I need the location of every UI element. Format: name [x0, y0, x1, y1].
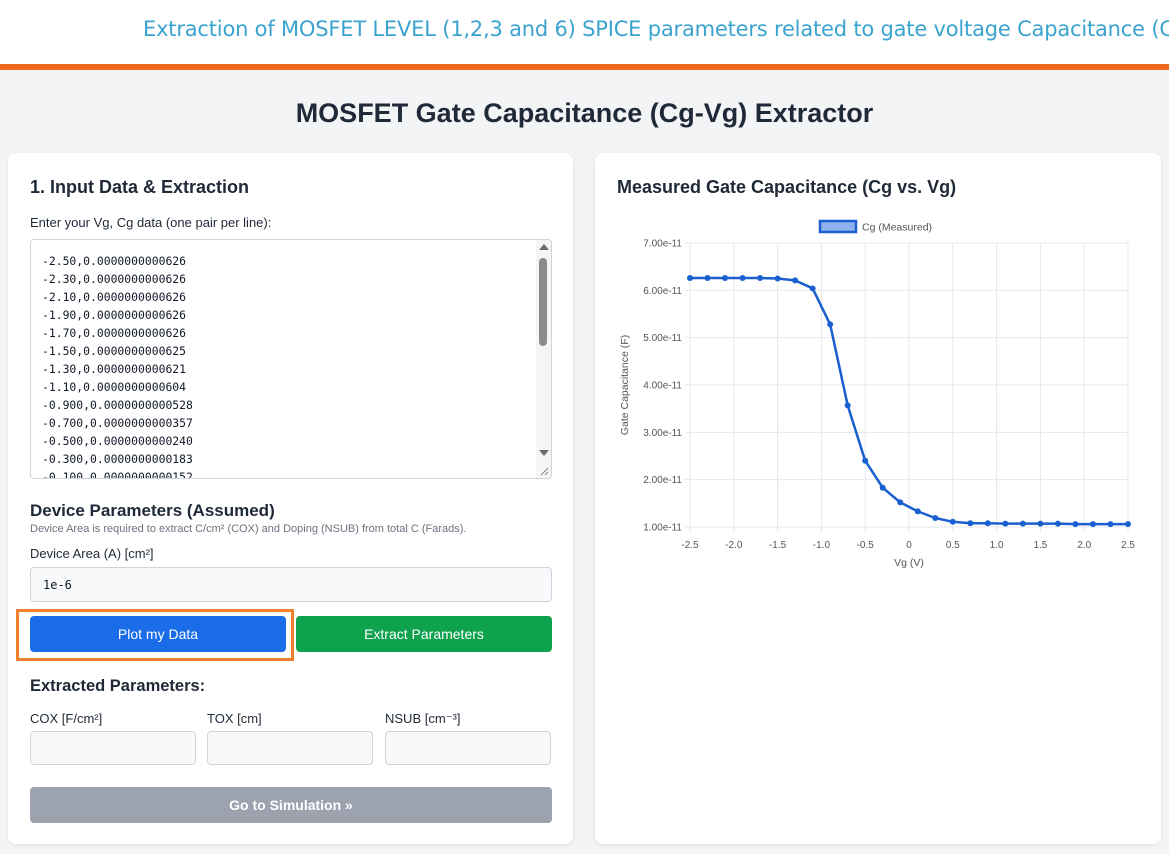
banner-title: Extraction of MOSFET LEVEL (1,2,3 and 6)… — [143, 17, 1169, 41]
data-line: -0.500,0.0000000000240 — [42, 434, 193, 448]
cox-output-field[interactable] — [30, 731, 196, 765]
data-point — [862, 457, 869, 464]
data-point — [1037, 520, 1044, 527]
input-panel: 1. Input Data & Extraction Enter your Vg… — [8, 153, 573, 844]
data-point — [1089, 521, 1096, 528]
x-tick-label: 1.5 — [1033, 540, 1047, 551]
device-params-title: Device Parameters (Assumed) — [30, 501, 275, 520]
data-line: -1.50,0.0000000000625 — [42, 344, 187, 358]
y-axis-label: Gate Capacitance (F) — [619, 335, 631, 435]
data-point — [1072, 521, 1079, 528]
data-line: -0.100,0.0000000000152 — [42, 470, 193, 479]
plot-data-button[interactable]: Plot my Data — [30, 616, 286, 652]
y-tick-label: 2.00e-11 — [643, 475, 682, 486]
data-line: -0.900,0.0000000000528 — [42, 398, 193, 412]
cox-label: COX [F/cm²] — [30, 711, 103, 726]
data-point — [739, 275, 746, 282]
data-point — [1125, 521, 1131, 528]
x-tick-label: 0.5 — [946, 540, 960, 551]
data-point — [844, 402, 851, 409]
x-tick-label: 0 — [906, 540, 912, 551]
area-label: Device Area (A) [cm²] — [30, 546, 154, 561]
x-tick-label: -1.5 — [769, 540, 787, 551]
data-line: -1.30,0.0000000000621 — [42, 362, 187, 376]
data-point — [757, 275, 764, 282]
data-line: -1.70,0.0000000000626 — [42, 326, 187, 340]
data-point — [1002, 520, 1009, 527]
data-line: -2.50,0.0000000000626 — [42, 254, 187, 268]
data-point — [1019, 520, 1026, 527]
data-line: -0.700,0.0000000000357 — [42, 416, 193, 430]
extracted-params-title: Extracted Parameters: — [30, 677, 206, 695]
input-panel-title: 1. Input Data & Extraction — [30, 177, 250, 197]
cg-vg-chart: -2.5 -2.0 -1.5 -1.0 -0.5 0 0.5 1.0 1.5 2.0 2.5 1.00… — [619, 219, 1135, 569]
data-line: -1.90,0.0000000000626 — [42, 308, 187, 322]
y-tick-label: 7.00e-11 — [643, 239, 682, 250]
legend-label: Cg (Measured) — [862, 222, 932, 234]
y-tick-label: 4.00e-11 — [643, 381, 682, 392]
data-point — [809, 285, 816, 292]
data-point — [932, 515, 939, 522]
data-point — [704, 275, 711, 282]
data-line: -1.10,0.0000000000604 — [42, 380, 187, 394]
x-tick-label: -0.5 — [857, 540, 875, 551]
data-point — [827, 321, 834, 328]
nsub-label: NSUB [cm⁻³] — [385, 711, 461, 726]
data-point — [792, 277, 799, 284]
data-label: Enter your Vg, Cg data (one pair per lin… — [30, 215, 272, 230]
data-point — [774, 275, 781, 282]
device-area-input[interactable]: 1e-6 — [30, 567, 552, 602]
plot-button-highlight — [16, 609, 294, 661]
data-line: -0.300,0.0000000000183 — [42, 452, 193, 466]
y-tick-label: 1.00e-11 — [643, 523, 682, 534]
data-point — [722, 275, 729, 282]
x-tick-label: 2.0 — [1077, 540, 1091, 551]
y-tick-label: 5.00e-11 — [643, 333, 682, 344]
x-tick-label: -1.0 — [813, 540, 831, 551]
data-point — [967, 520, 974, 527]
x-axis-label: Vg (V) — [894, 557, 924, 569]
x-tick-label: -2.0 — [725, 540, 743, 551]
data-point — [897, 499, 904, 506]
textarea-scrollbar[interactable] — [536, 240, 551, 460]
x-tick-label: 2.5 — [1121, 540, 1135, 551]
data-point — [1107, 521, 1114, 528]
extract-parameters-button[interactable]: Extract Parameters — [296, 616, 552, 652]
scroll-up-icon[interactable] — [539, 244, 549, 250]
chart-panel: Measured Gate Capacitance (Cg vs. Vg) -2… — [595, 153, 1161, 844]
nsub-output-field[interactable] — [385, 731, 551, 765]
x-tick-label: 1.0 — [990, 540, 1004, 551]
data-line: -2.30,0.0000000000626 — [42, 272, 187, 286]
device-params-note: Device Area is required to extract C/cm²… — [30, 523, 467, 535]
data-point — [1054, 520, 1061, 527]
x-tick-label: -2.5 — [681, 540, 699, 551]
data-point — [879, 484, 886, 491]
data-line: -2.10,0.0000000000626 — [42, 290, 187, 304]
tox-output-field[interactable] — [207, 731, 373, 765]
data-point — [984, 520, 991, 527]
data-textarea[interactable]: -2.50,0.0000000000626 -2.30,0.00000000006… — [30, 239, 552, 479]
legend-swatch — [818, 219, 858, 234]
data-point — [949, 518, 956, 525]
y-tick-label: 6.00e-11 — [643, 286, 682, 297]
data-lines: -2.50,0.0000000000626 -2.30,0.00000000006… — [42, 252, 193, 479]
page-title: MOSFET Gate Capacitance (Cg-Vg) Extracto… — [295, 98, 874, 128]
chart-panel-title: Measured Gate Capacitance (Cg vs. Vg) — [617, 177, 957, 197]
resize-grip-icon[interactable] — [536, 460, 551, 478]
y-tick-label: 3.00e-11 — [643, 428, 682, 439]
tox-label: TOX [cm] — [207, 711, 262, 726]
go-to-simulation-button[interactable]: Go to Simulation » — [30, 787, 552, 823]
top-banner: Extraction of MOSFET LEVEL (1,2,3 and 6)… — [0, 0, 1169, 64]
scroll-down-icon[interactable] — [539, 450, 549, 456]
banner-divider — [0, 64, 1169, 70]
scroll-thumb[interactable] — [539, 258, 547, 346]
data-point — [914, 508, 921, 515]
data-point — [687, 275, 693, 282]
